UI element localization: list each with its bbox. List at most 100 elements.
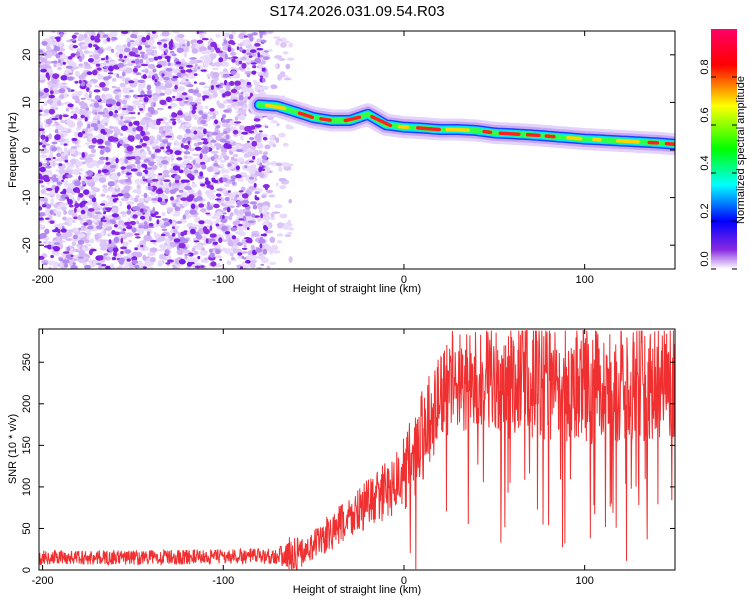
noise-speck [126, 201, 135, 206]
noise-speck [135, 133, 142, 140]
noise-speck [122, 241, 129, 248]
noise-speck [39, 130, 42, 137]
noise-speck [224, 169, 230, 174]
noise-speck [151, 178, 159, 182]
noise-speck [101, 264, 107, 267]
noise-speck [40, 150, 47, 154]
noise-speck [67, 229, 75, 233]
noise-speck [232, 247, 238, 254]
noise-speck [206, 134, 210, 138]
noise-speck [180, 197, 188, 201]
noise-speck [167, 259, 174, 263]
noise-speck [115, 184, 119, 190]
noise-speck [53, 174, 57, 180]
noise-speck [64, 159, 69, 163]
noise-speck [203, 139, 208, 144]
noise-speck [237, 197, 242, 201]
noise-speck [218, 52, 225, 57]
noise-speck [197, 66, 200, 70]
noise-speck [86, 162, 95, 169]
spectrogram-x-label: Height of straight line (km) [293, 283, 421, 295]
noise-speck [267, 31, 274, 34]
noise-speck [209, 225, 213, 231]
colorbar: 0.0 0.2 0.4 0.6 0.8 Normalized spectral ampl… [699, 29, 747, 270]
noise-speck [132, 127, 137, 132]
noise-speck [125, 165, 133, 170]
ridge-core [445, 127, 470, 132]
noise-speck [55, 227, 59, 231]
noise-speck [87, 123, 91, 129]
noise-speck [241, 62, 247, 69]
noise-speck [70, 158, 77, 164]
noise-speck [128, 112, 136, 115]
noise-speck [278, 58, 286, 61]
noise-speck [83, 61, 89, 65]
noise-speck [159, 234, 166, 242]
noise-speck [239, 46, 243, 53]
noise-speck [43, 101, 48, 107]
noise-speck [45, 165, 52, 169]
noise-speck [255, 85, 260, 91]
noise-speck [75, 166, 80, 170]
noise-speck [72, 169, 80, 175]
noise-speck [244, 71, 253, 75]
noise-speck [103, 246, 107, 251]
noise-speck [261, 85, 269, 90]
noise-speck [282, 51, 289, 55]
noise-speck [154, 148, 161, 153]
noise-speck [256, 47, 264, 51]
spectrogram-x-ticks: -200 -100 0 100 [32, 31, 594, 286]
noise-speck [223, 128, 228, 132]
noise-speck [108, 126, 115, 129]
noise-speck [172, 31, 180, 34]
noise-speck [238, 223, 243, 227]
noise-speck [82, 130, 86, 134]
noise-speck [225, 88, 231, 91]
noise-speck [214, 255, 223, 259]
noise-speck [231, 58, 236, 63]
noise-speck [261, 168, 266, 171]
noise-speck [200, 258, 205, 262]
noise-speck [105, 99, 112, 105]
noise-speck [104, 147, 111, 153]
noise-speck [152, 189, 155, 192]
noise-speck [139, 58, 144, 64]
ridge-core [615, 139, 640, 144]
noise-speck [178, 189, 184, 193]
noise-speck [207, 205, 214, 211]
noise-speck [249, 176, 254, 180]
noise-speck [46, 244, 52, 250]
noise-speck [146, 34, 150, 41]
noise-speck [122, 71, 126, 77]
noise-speck [279, 71, 286, 78]
noise-speck [128, 239, 132, 243]
noise-speck [219, 83, 225, 86]
noise-speck [84, 116, 88, 122]
noise-speck [103, 34, 108, 38]
noise-speck [114, 224, 118, 228]
noise-speck [179, 100, 186, 107]
noise-speck [236, 242, 243, 247]
noise-speck [241, 199, 250, 205]
noise-speck [168, 181, 172, 188]
noise-speck [181, 44, 186, 47]
noise-speck [147, 64, 156, 69]
noise-speck [123, 120, 130, 124]
noise-speck [52, 86, 58, 90]
noise-speck [66, 174, 73, 178]
noise-speck [200, 208, 207, 213]
noise-speck [183, 101, 189, 104]
noise-speck [155, 158, 163, 162]
noise-speck [204, 190, 213, 195]
noise-speck [79, 157, 87, 160]
noise-speck [58, 88, 66, 94]
noise-speck [260, 263, 265, 266]
noise-speck [209, 233, 217, 238]
noise-speck [39, 61, 42, 64]
noise-speck [259, 75, 263, 78]
noise-speck [53, 242, 60, 245]
noise-speck [54, 129, 59, 134]
noise-speck [230, 42, 236, 45]
noise-speck [279, 213, 288, 219]
noise-speck [140, 118, 147, 126]
